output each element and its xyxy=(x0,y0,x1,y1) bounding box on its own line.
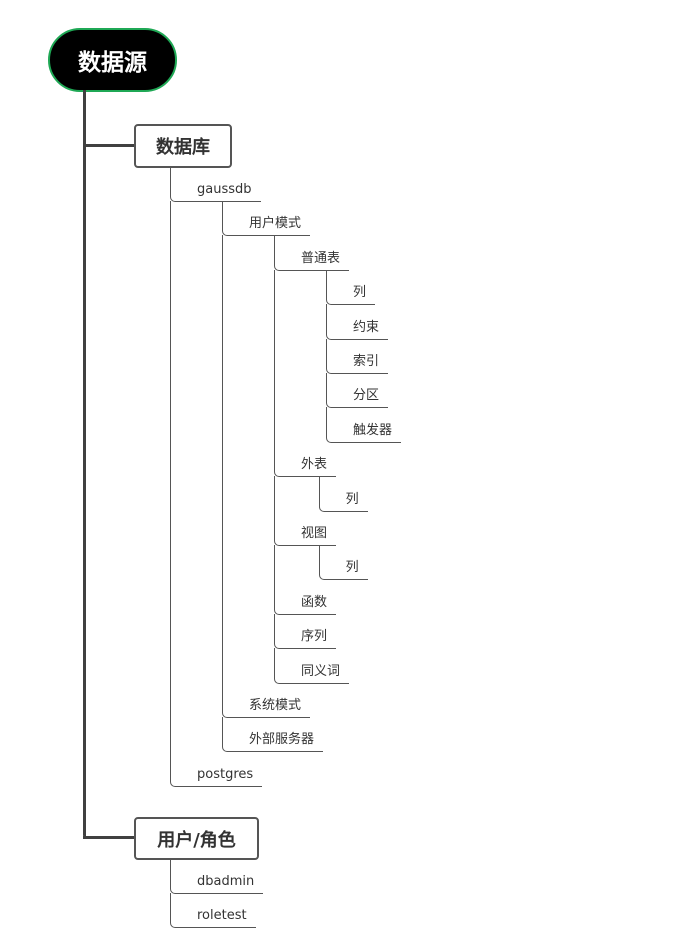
connector-line xyxy=(274,476,337,546)
connector-line xyxy=(274,269,337,478)
topic-label[interactable]: gaussdb xyxy=(197,182,252,197)
topic-label[interactable]: 索引 xyxy=(353,354,380,369)
topic-label[interactable]: 同义词 xyxy=(301,663,341,679)
topic-label[interactable]: 函数 xyxy=(301,594,328,610)
topic-label[interactable]: 分区 xyxy=(353,388,380,404)
topic-label[interactable]: 约束 xyxy=(353,319,380,335)
connector-line xyxy=(274,648,350,684)
branch-label: 数据库 xyxy=(156,137,210,158)
topic-label[interactable]: 序列 xyxy=(301,629,328,645)
branch-line-database xyxy=(83,144,135,147)
branch-node-users[interactable]: 用户/角色 xyxy=(134,817,259,860)
topic-label[interactable]: 触发器 xyxy=(353,422,393,438)
topic-label[interactable]: roletest xyxy=(197,908,247,924)
connector-line xyxy=(326,407,402,443)
branch-line-users xyxy=(83,836,135,839)
connector-line xyxy=(274,235,350,271)
topic-label[interactable]: 普通表 xyxy=(301,250,341,266)
root-label: 数据源 xyxy=(78,50,147,76)
root-node[interactable]: 数据源 xyxy=(48,28,177,92)
connector-line xyxy=(170,167,261,202)
connector-line xyxy=(274,613,337,650)
topic-label[interactable]: dbadmin xyxy=(197,874,255,889)
topic-label[interactable]: 列 xyxy=(345,491,359,507)
connector-line xyxy=(326,269,376,306)
topic-label[interactable]: 列 xyxy=(345,560,359,576)
connector-line xyxy=(326,304,389,340)
connector-line xyxy=(274,545,337,615)
connector-line xyxy=(170,893,256,929)
topic-label[interactable]: 外表 xyxy=(301,457,328,473)
branch-node-database[interactable]: 数据库 xyxy=(134,124,232,168)
connector-line xyxy=(170,201,263,787)
topic-label[interactable]: postgres xyxy=(197,766,254,782)
connector-line xyxy=(170,859,264,894)
connector-line xyxy=(222,235,311,718)
branch-label: 用户/角色 xyxy=(157,829,236,851)
main-trunk-line xyxy=(83,90,86,838)
connector-line xyxy=(318,476,368,512)
connector-line xyxy=(222,717,324,753)
topic-label[interactable]: 用户模式 xyxy=(249,216,302,232)
connector-line xyxy=(326,373,389,409)
connector-line xyxy=(318,545,368,581)
topic-label[interactable]: 外部服务器 xyxy=(249,732,315,748)
topic-label[interactable]: 列 xyxy=(353,285,367,301)
connector-line xyxy=(222,201,311,237)
topic-label[interactable]: 视图 xyxy=(301,526,328,541)
topic-label[interactable]: 系统模式 xyxy=(249,698,302,713)
connector-line xyxy=(326,338,389,374)
